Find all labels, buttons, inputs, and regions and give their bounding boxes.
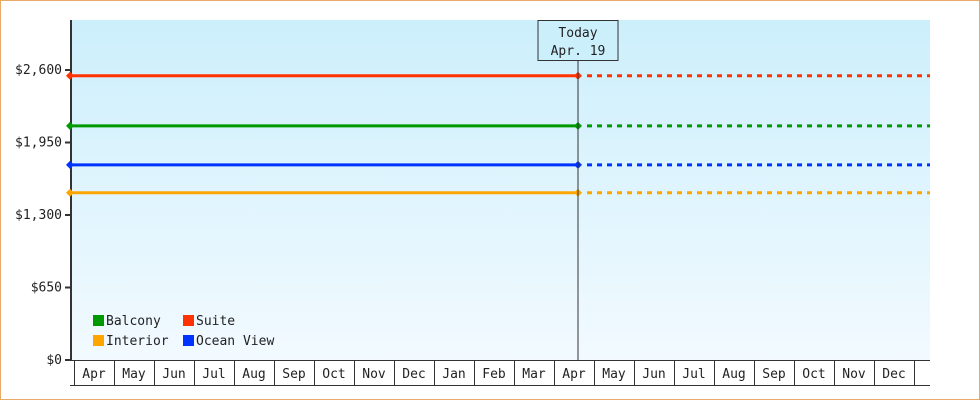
data-point xyxy=(66,188,74,197)
x-tick-label: Dec xyxy=(882,367,905,382)
x-tick-label: Jul xyxy=(682,367,705,382)
x-tick-label: Jun xyxy=(162,367,185,382)
today-date: Apr. 19 xyxy=(551,44,606,59)
y-tick-label: $1,300 xyxy=(15,208,62,223)
today-title: Today xyxy=(558,26,597,41)
y-tick-label: $2,600 xyxy=(15,63,62,78)
data-point xyxy=(66,71,74,80)
x-tick-label: Jun xyxy=(642,367,665,382)
y-tick-label: $1,950 xyxy=(15,136,62,151)
x-tick-label: Aug xyxy=(722,367,745,382)
x-tick-label: Oct xyxy=(802,367,825,382)
x-tick-label: Oct xyxy=(322,367,345,382)
x-tick-label: Apr xyxy=(562,367,586,382)
x-tick-label: Mar xyxy=(522,367,546,382)
y-tick-label: $650 xyxy=(31,281,62,296)
x-tick-label: Nov xyxy=(842,367,866,382)
data-point xyxy=(66,160,74,169)
data-point xyxy=(66,121,74,130)
x-tick-label: Feb xyxy=(482,367,506,382)
x-tick-label: May xyxy=(602,367,626,382)
plot-area xyxy=(72,20,930,360)
x-tick-label: May xyxy=(122,367,146,382)
legend-swatch xyxy=(93,335,104,346)
y-tick-label: $0 xyxy=(46,353,62,368)
x-tick-label: Dec xyxy=(402,367,425,382)
legend-label: Balcony xyxy=(106,314,161,329)
x-tick-label: Aug xyxy=(242,367,265,382)
x-tick-label: Jan xyxy=(442,367,465,382)
today-callout xyxy=(537,20,619,61)
legend-label: Interior xyxy=(106,334,169,349)
legend-swatch xyxy=(183,335,194,346)
x-tick-label: Apr xyxy=(82,367,106,382)
x-tick-label: Jul xyxy=(202,367,225,382)
legend-swatch xyxy=(93,315,104,326)
legend-label: Suite xyxy=(196,314,235,329)
x-tick-label: Sep xyxy=(762,367,786,382)
x-tick-label: Sep xyxy=(282,367,306,382)
legend-swatch xyxy=(183,315,194,326)
x-tick-label: Nov xyxy=(362,367,386,382)
legend-label: Ocean View xyxy=(196,334,274,349)
